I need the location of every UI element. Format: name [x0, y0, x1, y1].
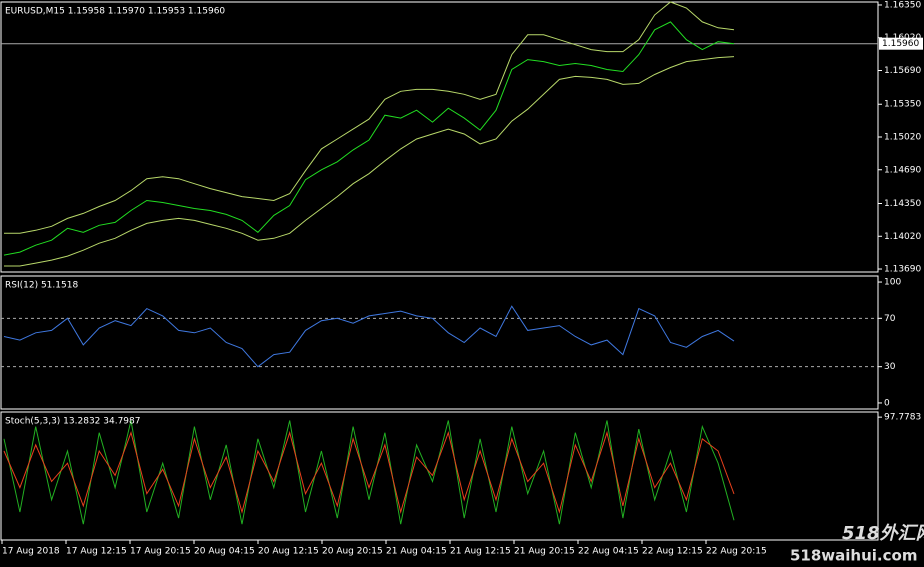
y-tick-label: 1.16350	[884, 0, 921, 10]
time-label: 20 Aug 12:15	[258, 547, 319, 557]
panel-title: Stoch(5,3,3) 13.2832 34.7987	[5, 417, 140, 427]
series-line	[3, 430, 735, 514]
series-line	[3, 305, 735, 368]
y-tick-label: 1.14350	[884, 199, 921, 209]
y-tick-label: 1.15350	[884, 100, 921, 110]
panel-frame	[0, 275, 879, 410]
current-price-box	[879, 37, 923, 50]
y-tick-label: 0	[884, 398, 890, 408]
time-label: 17 Aug 2018	[2, 547, 60, 557]
current-price-label: 1.15960	[882, 39, 919, 49]
time-label: 17 Aug 20:15	[130, 547, 191, 557]
series-line	[3, 21, 735, 256]
series-line	[4, 1, 735, 234]
y-tick-label: 1.14020	[884, 232, 921, 242]
time-label: 21 Aug 20:15	[514, 547, 575, 557]
time-label: 17 Aug 12:15	[66, 547, 127, 557]
y-tick-label: 1.15020	[884, 133, 921, 143]
watermark-brand: 518外汇网	[842, 523, 924, 544]
y-tick-label: 30	[884, 362, 896, 372]
series-line	[3, 420, 735, 525]
y-tick-label: 70	[884, 314, 896, 324]
y-tick-label: 1.15690	[884, 66, 921, 76]
y-tick-label: 1.13690	[884, 265, 921, 275]
time-label: 20 Aug 20:15	[322, 547, 383, 557]
panel-title: EURUSD,M15 1.15958 1.15970 1.15953 1.159…	[5, 7, 225, 17]
time-label: 22 Aug 04:15	[578, 547, 639, 557]
panel-frame	[0, 411, 879, 541]
y-tick-label: 97.7783	[884, 413, 921, 423]
time-label: 21 Aug 12:15	[450, 547, 511, 557]
y-tick-label: 100	[884, 278, 901, 288]
y-tick-label: 1.14690	[884, 165, 921, 175]
time-label: 22 Aug 20:15	[706, 547, 767, 557]
panel-title: RSI(12) 51.1518	[5, 281, 78, 291]
time-label: 22 Aug 12:15	[642, 547, 703, 557]
watermark-site: 518waihui.com	[790, 547, 917, 565]
time-label: 20 Aug 04:15	[194, 547, 255, 557]
series-line	[4, 56, 735, 267]
time-label: 21 Aug 04:15	[386, 547, 447, 557]
